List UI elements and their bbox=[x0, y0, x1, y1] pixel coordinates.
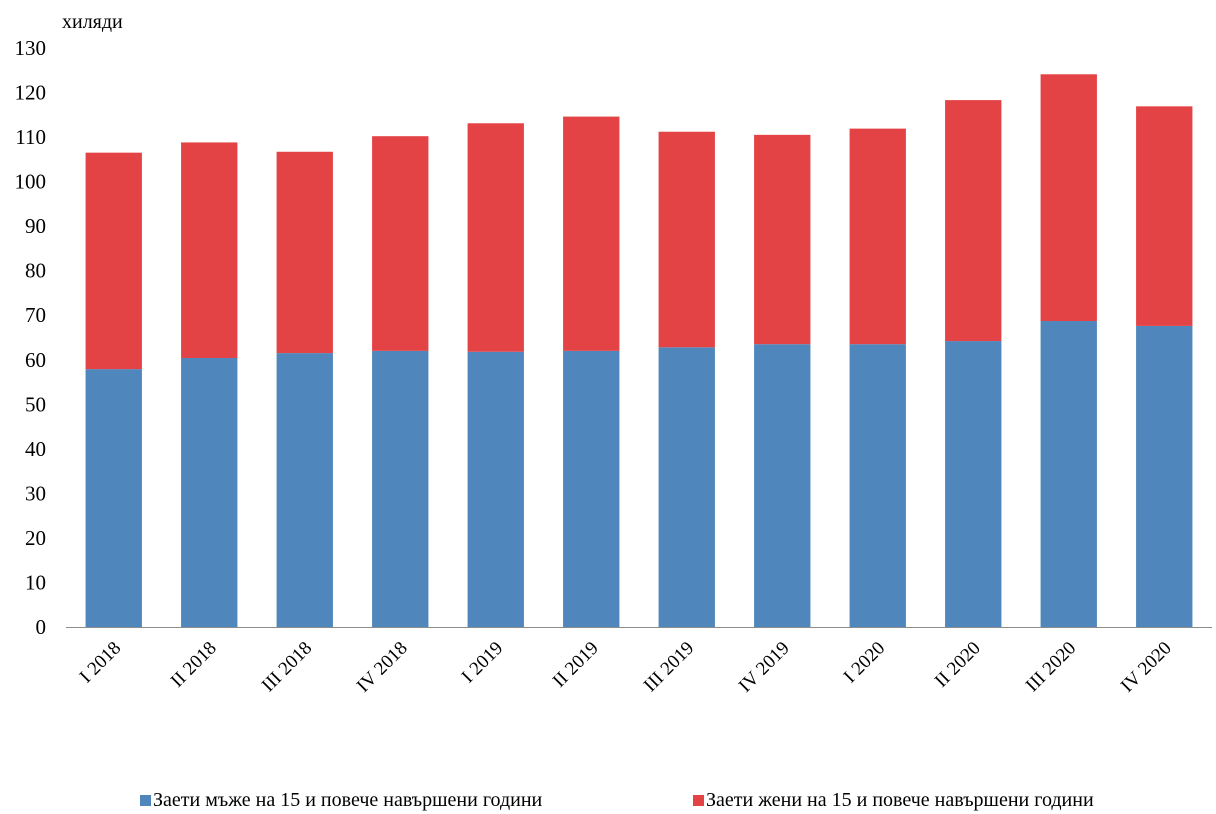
y-tick-label: 80 bbox=[25, 259, 46, 283]
x-tick-label: I 2020 bbox=[840, 638, 890, 688]
bar-segment-series-1 bbox=[1040, 321, 1097, 627]
y-tick-label: 10 bbox=[25, 570, 46, 594]
y-tick-label: 40 bbox=[25, 437, 46, 461]
x-axis-ticks: I 2018 II 2018 III 2018 IV 2018 I 2019 II 201… bbox=[76, 638, 1176, 697]
bar-segment-series-2 bbox=[1040, 74, 1097, 322]
bar-segment-series-1 bbox=[1136, 325, 1193, 627]
y-tick-label: 0 bbox=[36, 615, 47, 639]
bar-segment-series-2 bbox=[1136, 106, 1193, 326]
x-tick-label: I 2019 bbox=[458, 638, 508, 688]
bars-group bbox=[85, 74, 1193, 627]
y-tick-label: 20 bbox=[25, 526, 46, 550]
y-tick-label: 130 bbox=[15, 36, 47, 60]
x-tick-label: IV 2018 bbox=[353, 638, 412, 697]
bar-segment-series-1 bbox=[85, 369, 142, 627]
legend: Заети мъже на 15 и повече навършени годи… bbox=[140, 789, 1094, 811]
x-tick-label: II 2020 bbox=[931, 638, 985, 692]
y-tick-label: 120 bbox=[15, 81, 47, 105]
x-tick-label: II 2019 bbox=[549, 638, 603, 692]
bar-segment-series-2 bbox=[658, 131, 715, 348]
x-tick-label: III 2019 bbox=[640, 638, 699, 697]
bar-segment-series-1 bbox=[849, 344, 906, 627]
bar-segment-series-2 bbox=[563, 116, 620, 351]
y-tick-label: 70 bbox=[25, 303, 46, 327]
x-tick-label: II 2018 bbox=[167, 638, 221, 692]
bar-segment-series-2 bbox=[849, 128, 906, 345]
bar-segment-series-1 bbox=[372, 350, 429, 627]
legend-swatch bbox=[140, 795, 151, 806]
bar-segment-series-2 bbox=[276, 151, 333, 354]
y-axis-ticks: 0 10 20 30 40 50 60 70 80 90 100 110 120 130 bbox=[15, 36, 47, 639]
bar-segment-series-2 bbox=[754, 134, 811, 345]
y-tick-label: 50 bbox=[25, 392, 46, 416]
legend-label: Заети мъже на 15 и повече навършени годи… bbox=[153, 789, 543, 811]
bar-segment-series-1 bbox=[658, 347, 715, 627]
bar-segment-series-2 bbox=[945, 100, 1002, 342]
x-tick-label: III 2018 bbox=[258, 638, 317, 697]
bar-segment-series-1 bbox=[945, 341, 1002, 627]
bar-segment-series-1 bbox=[276, 353, 333, 627]
y-tick-label: 100 bbox=[15, 170, 47, 194]
bar-segment-series-1 bbox=[467, 351, 524, 627]
bar-segment-series-2 bbox=[85, 152, 142, 370]
bar-segment-series-1 bbox=[563, 350, 620, 627]
bar-segment-series-2 bbox=[467, 123, 524, 352]
x-tick-label: IV 2019 bbox=[735, 638, 794, 697]
x-tick-label: I 2018 bbox=[76, 638, 126, 688]
y-tick-label: 90 bbox=[25, 214, 46, 238]
x-tick-label: III 2020 bbox=[1022, 638, 1081, 697]
y-tick-label: 110 bbox=[15, 125, 46, 149]
legend-label: Заети жени на 15 и повече навършени годи… bbox=[706, 789, 1094, 811]
x-tick-label: IV 2020 bbox=[1117, 638, 1176, 697]
y-tick-label: 30 bbox=[25, 481, 46, 505]
bar-segment-series-2 bbox=[372, 136, 429, 351]
bar-segment-series-2 bbox=[181, 142, 238, 358]
legend-swatch bbox=[693, 795, 704, 806]
y-axis-unit-label: хиляди bbox=[62, 11, 123, 33]
bar-segment-series-1 bbox=[754, 344, 811, 627]
bar-segment-series-1 bbox=[181, 357, 238, 627]
y-tick-label: 60 bbox=[25, 348, 46, 372]
